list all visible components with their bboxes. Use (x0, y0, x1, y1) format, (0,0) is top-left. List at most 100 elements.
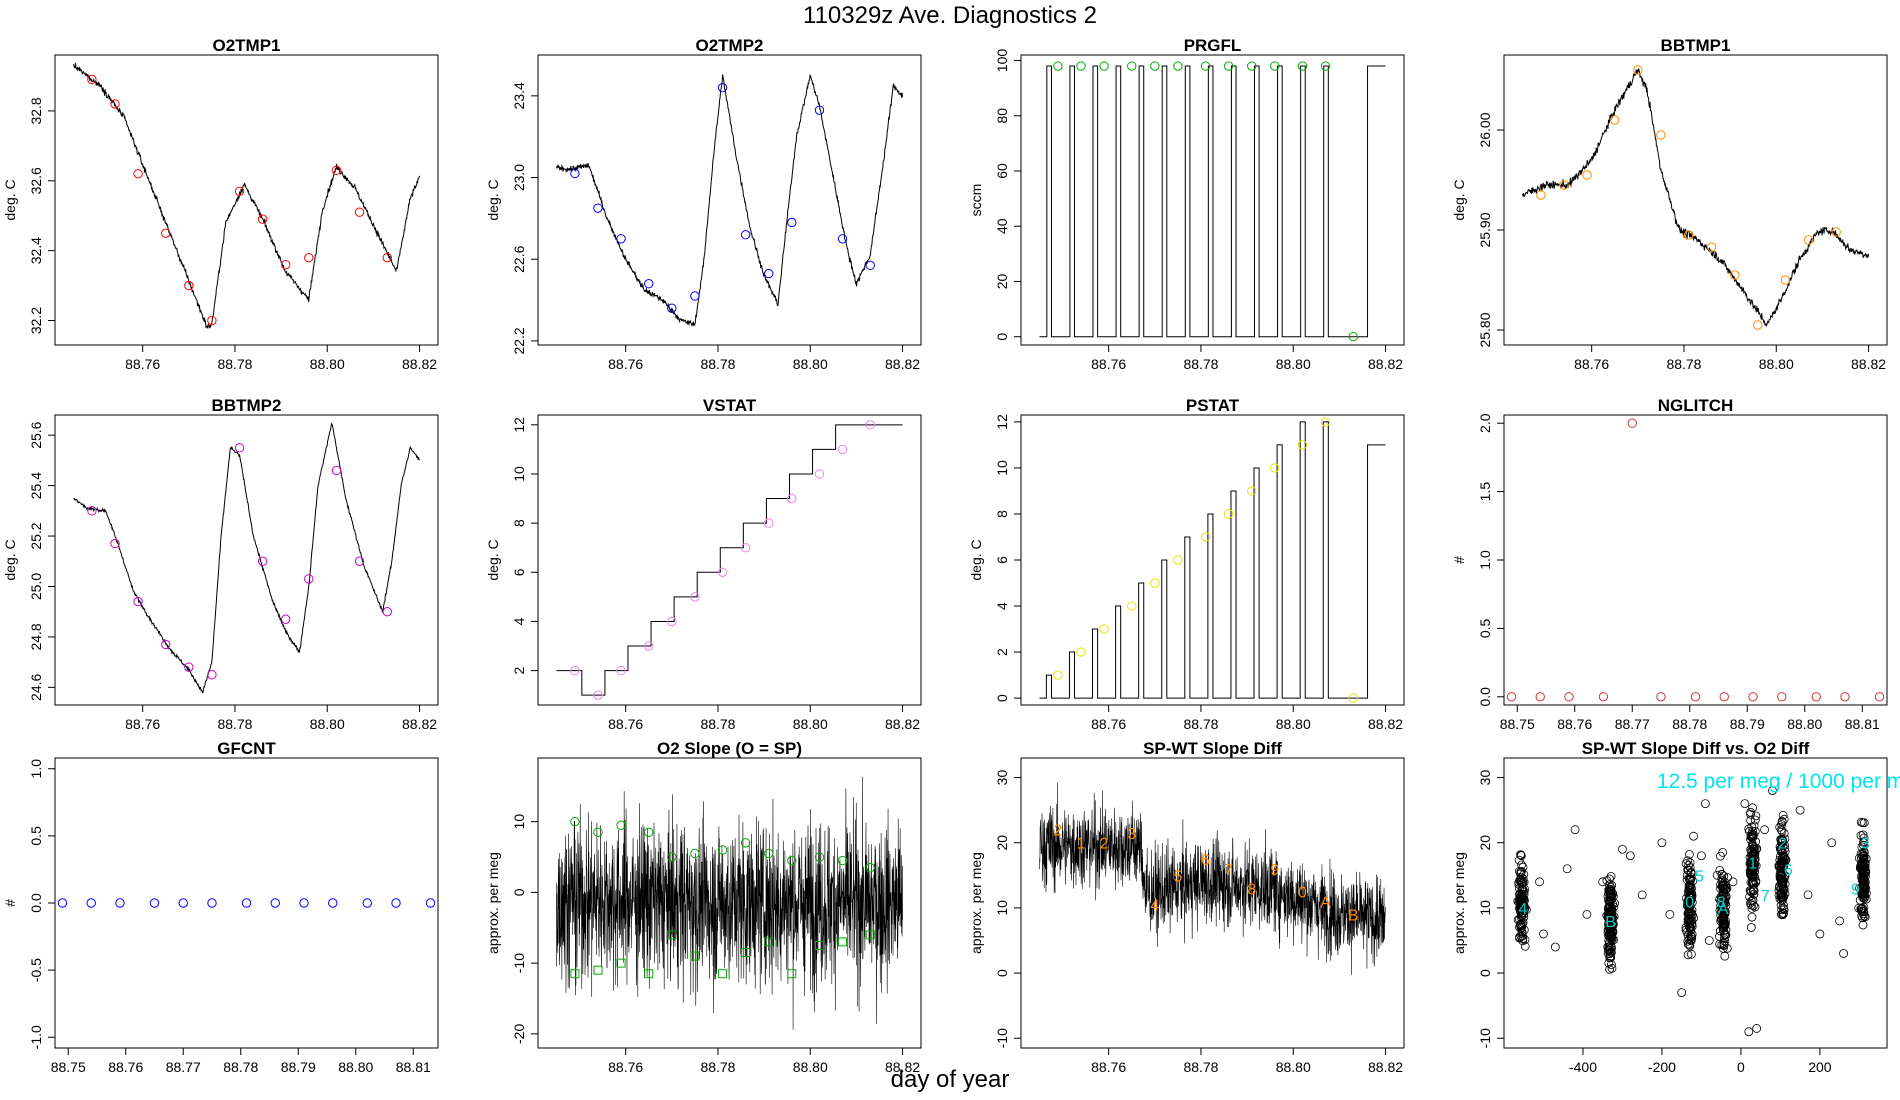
x-tick-label: 88.75 (51, 1059, 86, 1075)
marker-square (594, 966, 602, 974)
panel-title: O2TMP1 (212, 36, 280, 55)
marker-circle (1100, 625, 1108, 633)
point-label: 5 (1173, 868, 1182, 885)
y-tick-label: 4 (994, 602, 1010, 610)
x-tick-label: 88.76 (125, 716, 160, 732)
panel-title: PSTAT (1186, 396, 1240, 415)
x-tick-label: 88.76 (1091, 1059, 1126, 1075)
marker-circle (363, 899, 371, 907)
marker-circle (718, 83, 726, 91)
panel-plot-area (1522, 66, 1868, 329)
marker-circle (1151, 579, 1159, 587)
y-tick-label: -1.0 (28, 1025, 44, 1049)
scatter-point (1828, 839, 1836, 847)
scatter-point (1551, 943, 1559, 951)
scatter-point (1701, 800, 1709, 808)
x-tick-label: 88.80 (1276, 1059, 1311, 1075)
y-tick-label: 40 (994, 218, 1010, 234)
series-line (1039, 66, 1385, 337)
panel-title: SP-WT Slope Diff (1143, 739, 1282, 758)
point-label: 7 (1224, 862, 1233, 879)
marker-circle (383, 607, 391, 615)
y-tick-label: -10 (994, 1028, 1010, 1048)
y-tick-label: 12 (994, 414, 1010, 430)
scatter-point (1840, 950, 1848, 958)
panel-9: O2 Slope (O = SP)approx. per meg88.76 88.… (485, 739, 921, 1075)
y-tick-label: 0.5 (28, 826, 44, 846)
y-tick-label: 25.6 (28, 421, 44, 448)
point-label: 0 (1298, 885, 1307, 902)
marker-circle (1812, 693, 1820, 701)
point-label: 4 (1518, 901, 1527, 918)
point-label: 2 (1053, 823, 1062, 840)
panel-1: O2TMP2deg. C88.76 88.78 88.80 88.8222.222.6… (485, 36, 921, 372)
scatter-point (1741, 800, 1749, 808)
marker-circle (1100, 62, 1108, 70)
y-tick-label: 23.4 (511, 82, 527, 109)
y-tick-label: 0 (511, 888, 527, 896)
x-tick-label: 88.76 (1557, 716, 1592, 732)
y-tick-label: 1.5 (1477, 482, 1493, 502)
scatter-point (1816, 930, 1824, 938)
panel-title: BBTMP1 (1661, 36, 1731, 55)
y-tick-label: 8 (994, 510, 1010, 518)
x-tick-label: 88.80 (338, 1059, 373, 1075)
panel-frame (538, 55, 921, 345)
marker-circle (282, 615, 290, 623)
panel-3: BBTMP1deg. C88.76 88.78 88.80 88.8225.8025.… (1451, 36, 1887, 372)
x-tick-label: 88.82 (402, 716, 437, 732)
x-tick-label: 88.78 (700, 356, 735, 372)
marker-circle (1583, 171, 1591, 179)
y-tick-label: 25.0 (28, 573, 44, 600)
series-line (1039, 783, 1385, 975)
series-line (73, 424, 419, 693)
panel-frame (1504, 415, 1887, 705)
marker-circle (355, 208, 363, 216)
scatter-point (1638, 891, 1646, 899)
x-tick-label: 88.80 (793, 716, 828, 732)
marker-circle (179, 899, 187, 907)
series-line (556, 74, 902, 326)
panel-8: GFCNT#88.75 88.76 88.77 88.78 88.79 88.80 88.8… (2, 739, 438, 1075)
marker-circle (594, 828, 602, 836)
point-label: A (1718, 901, 1729, 918)
x-tick-label: 88.76 (1574, 356, 1609, 372)
x-tick-label: 88.79 (281, 1059, 316, 1075)
y-tick-label: 30 (1477, 770, 1493, 786)
marker-circle (305, 253, 313, 261)
marker-circle (645, 828, 653, 836)
x-tick-label: 88.80 (310, 356, 345, 372)
point-label: 6 (1784, 862, 1793, 879)
scatter-point (1796, 806, 1804, 814)
panel-10: SP-WT Slope Diffapprox. per meg88.76 88.7… (968, 739, 1404, 1075)
x-tick-label: 88.82 (1851, 356, 1886, 372)
panel-plot-area (1507, 419, 1883, 701)
panel-y-label: approx. per meg (1451, 852, 1467, 954)
y-tick-label: 1.0 (1477, 550, 1493, 570)
marker-circle (87, 899, 95, 907)
y-tick-label: 24.6 (28, 674, 44, 701)
marker-circle (765, 269, 773, 277)
marker-circle (1720, 693, 1728, 701)
panel-y-label: # (2, 899, 18, 907)
marker-circle (134, 170, 142, 178)
marker-square (617, 959, 625, 967)
marker-circle (691, 849, 699, 857)
scatter-point (1836, 917, 1844, 925)
x-tick-label: 88.78 (1666, 356, 1701, 372)
panel-title: VSTAT (703, 396, 757, 415)
x-tick-label: 88.81 (396, 1059, 431, 1075)
marker-circle (1841, 693, 1849, 701)
marker-circle (838, 235, 846, 243)
x-tick-label: 88.78 (217, 716, 252, 732)
point-label: 1 (1748, 855, 1757, 872)
x-tick-label: 88.82 (1368, 1059, 1403, 1075)
point-label: A (1320, 894, 1331, 911)
point-label: 9 (1270, 862, 1279, 879)
marker-circle (208, 671, 216, 679)
marker-circle (426, 899, 434, 907)
x-tick-label: 88.82 (402, 356, 437, 372)
point-label: B (1348, 907, 1359, 924)
scatter-point (1666, 910, 1674, 918)
panel-plot-area (58, 899, 434, 907)
